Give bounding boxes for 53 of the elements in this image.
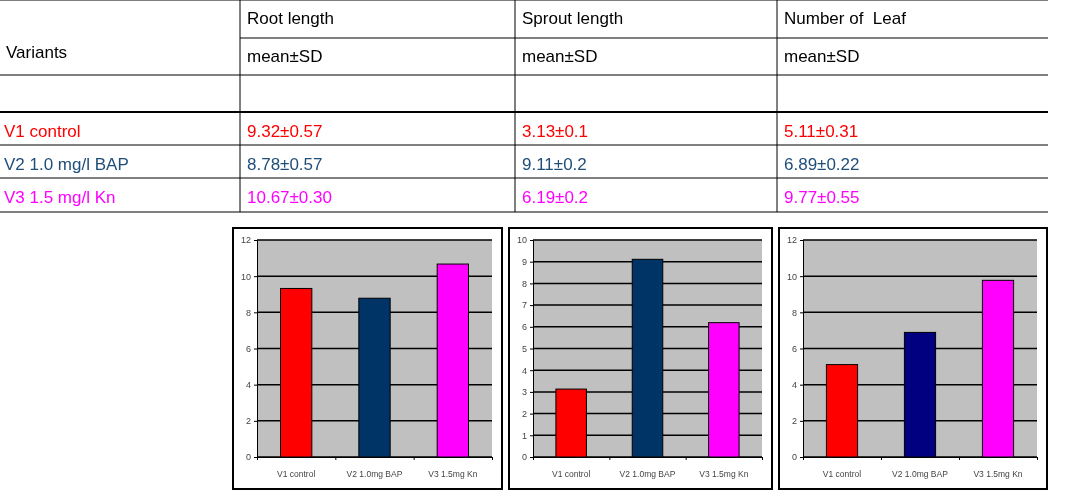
y-tick-label: 4 <box>791 380 797 391</box>
x-tick-label: V2 1.0mg BAP <box>892 469 949 479</box>
y-tick-label: 10 <box>516 235 527 246</box>
x-tick-label: V2 1.0mg BAP <box>346 469 403 479</box>
y-tick-label: 12 <box>786 235 797 246</box>
chart-subtitle: mean±SD <box>784 47 860 66</box>
y-tick-label: 8 <box>791 307 797 318</box>
y-tick-label: 5 <box>521 343 527 354</box>
text: 5.11±0.31 <box>784 122 859 141</box>
x-tick-label: V1 control <box>822 469 862 479</box>
text: 9.32±0.57 <box>247 122 323 141</box>
x-tick-label: V3 1.5mg Kn <box>428 469 478 479</box>
y-tick-label: 9 <box>521 257 527 268</box>
text: 6.89±0.22 <box>784 155 860 174</box>
chart-title: Number of Leaf <box>784 9 907 28</box>
y-tick-label: 4 <box>521 365 527 376</box>
text: 6.19±0.2 <box>522 188 589 207</box>
y-tick-label: 1 <box>521 430 527 441</box>
x-tick-label: V3 1.5mg Kn <box>699 469 749 479</box>
text: Variants <box>6 43 68 62</box>
text: 9.11±0.2 <box>522 155 587 174</box>
y-tick-label: 6 <box>791 343 797 354</box>
x-tick-label: V1 control <box>277 469 316 479</box>
y-tick-label: 12 <box>240 235 251 246</box>
category-label: V3 1.5 mg/l Kn <box>4 188 116 207</box>
text: 8.78±0.57 <box>247 155 323 174</box>
y-tick-label: 0 <box>521 452 527 463</box>
x-tick-label: V3 1.5mg Kn <box>973 469 1023 479</box>
y-tick-label: 6 <box>245 343 251 354</box>
text: 3.13±0.1 <box>522 122 589 141</box>
category-label: V1 control <box>4 122 81 141</box>
text: 9.77±0.55 <box>784 188 860 207</box>
category-label: V2 1.0 mg/l BAP <box>4 155 129 174</box>
y-tick-label: 7 <box>521 300 527 311</box>
y-tick-label: 3 <box>521 387 527 398</box>
x-tick-label: V2 1.0mg BAP <box>619 469 676 479</box>
y-tick-label: 0 <box>245 452 251 463</box>
y-tick-label: 2 <box>521 408 527 419</box>
chart-subtitle: mean±SD <box>522 47 598 66</box>
x-tick-label: V1 control <box>552 469 591 479</box>
y-tick-label: 10 <box>786 271 797 282</box>
y-tick-label: 8 <box>521 278 527 289</box>
y-tick-label: 0 <box>791 452 797 463</box>
chart-title: Root length <box>247 9 334 28</box>
y-tick-label: 2 <box>791 416 797 427</box>
chart-subtitle: mean±SD <box>247 47 323 66</box>
chart-title: Sprout length <box>522 9 624 28</box>
y-tick-label: 6 <box>521 322 527 333</box>
y-tick-label: 2 <box>245 416 251 427</box>
y-tick-label: 10 <box>240 271 251 282</box>
y-tick-label: 4 <box>245 380 251 391</box>
text: 10.67±0.30 <box>247 188 332 207</box>
y-tick-label: 8 <box>245 307 251 318</box>
